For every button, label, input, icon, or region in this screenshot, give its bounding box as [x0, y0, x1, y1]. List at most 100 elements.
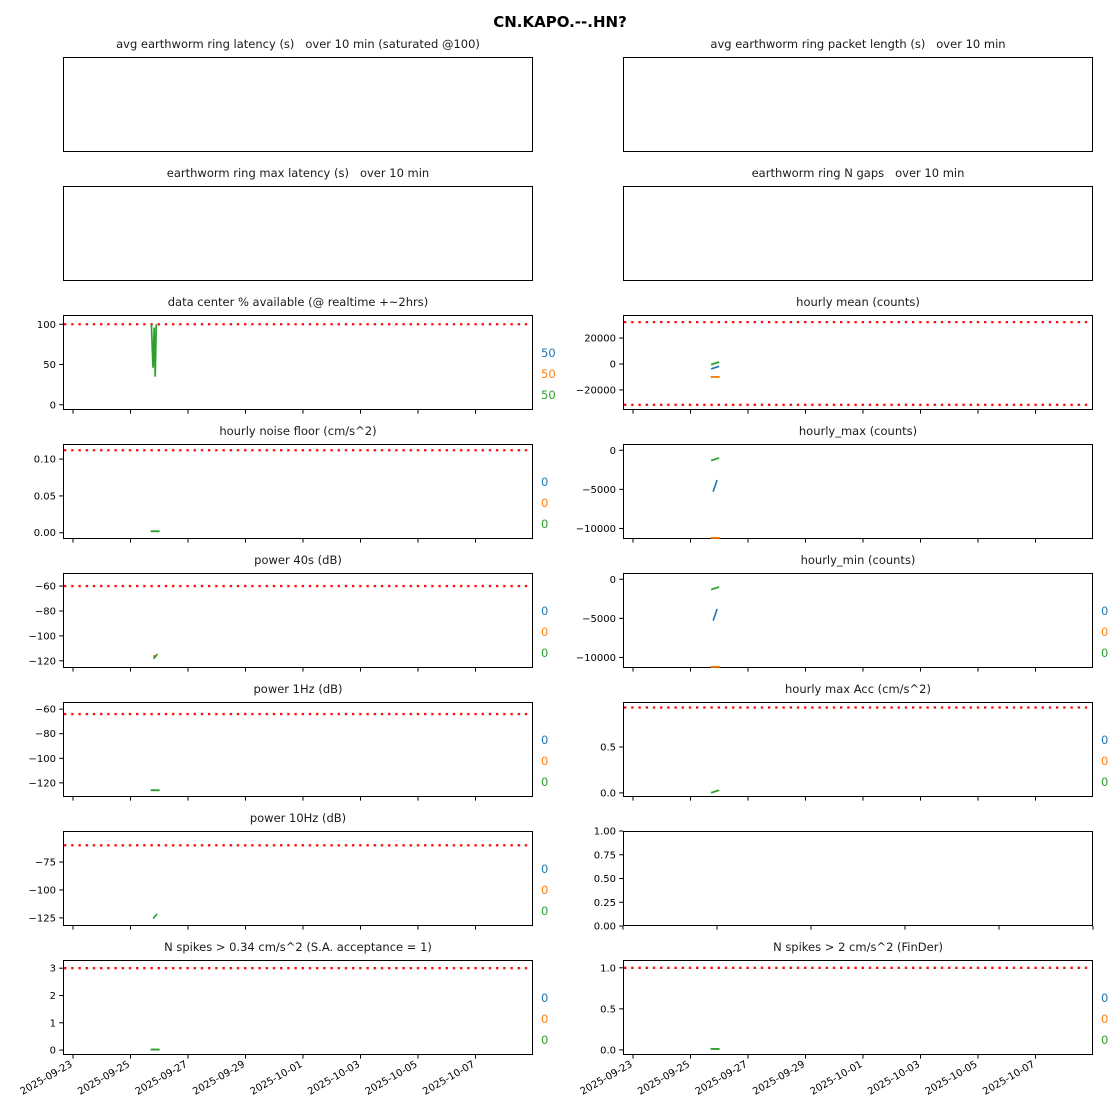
x-tick-label: 2025-10-07	[981, 1059, 1037, 1098]
legend-label-orange-power-40s: 0	[541, 625, 549, 639]
y-tick-label: 0.00	[34, 528, 56, 539]
axes-box	[623, 702, 1093, 797]
x-tick-label: 2025-09-23	[579, 1059, 635, 1098]
plot-n-spikes-sa: 3 2 1 0 2025-09-23 2025-09-25 2025-09-27 2025-0…	[19, 960, 533, 1098]
plot-avg-ring-latency	[63, 57, 533, 152]
subplot-title-hourly-mean: hourly mean (counts)	[796, 295, 920, 309]
data-mark-blue	[712, 608, 718, 621]
x-tick-label: 2025-10-01	[249, 1059, 305, 1098]
axes-box	[623, 831, 1093, 926]
x-tick-label: 2025-09-27	[694, 1059, 750, 1098]
legend-label-green-hourly-max-acc: 0	[1101, 775, 1109, 789]
subplot-title-avg-ring-latency: avg earthworm ring latency (s) over 10 m…	[116, 37, 480, 51]
legend-label-orange-n-spikes-finder: 0	[1101, 1012, 1109, 1026]
x-tick-label: 2025-10-03	[866, 1059, 922, 1098]
y-tick-label: −10000	[576, 653, 616, 664]
y-tick-label: 0.5	[600, 1004, 616, 1015]
subplot-title-n-spikes-sa: N spikes > 0.34 cm/s^2 (S.A. acceptance …	[164, 940, 432, 954]
axes-box	[63, 573, 533, 668]
subplot-title-hourly-max-acc: hourly max Acc (cm/s^2)	[785, 682, 931, 696]
plot-hourly-max: 0 −5000 −10000	[576, 444, 1093, 543]
plot-ring-max-latency	[63, 186, 533, 281]
subplot-title-hourly-max: hourly_max (counts)	[798, 424, 918, 438]
data-mark-green	[710, 789, 720, 794]
x-tick-label: 2025-10-03	[306, 1059, 362, 1098]
data-mark-blue	[712, 479, 718, 492]
y-tick-label: 0.50	[594, 874, 616, 885]
legend-label-blue-hourly-min: 0	[1101, 604, 1109, 618]
y-tick-label: 20000	[584, 334, 616, 345]
y-tick-label: 0	[50, 1046, 56, 1057]
data-mark-green	[710, 361, 720, 366]
x-tick-label: 2025-09-29	[191, 1059, 247, 1098]
axes-box	[63, 315, 533, 410]
data-mark-blue	[710, 365, 720, 370]
legend-label-green-power-40s: 0	[541, 646, 549, 660]
y-tick-label: −80	[35, 729, 56, 740]
legend-label-blue-n-spikes-sa: 0	[541, 991, 549, 1005]
legend-label-green-hourly-min: 0	[1101, 646, 1109, 660]
y-tick-label: 0.25	[594, 898, 616, 909]
plot-avg-ring-packet-length	[623, 57, 1093, 152]
legend-label-green-power-10hz: 0	[541, 904, 549, 918]
data-mark-green	[152, 913, 158, 919]
legend-label-orange-power-10hz: 0	[541, 883, 549, 897]
plot-power-1hz: −60 −80 −100 −120	[29, 702, 533, 801]
subplot-title-hourly-noise-floor: hourly noise floor (cm/s^2)	[219, 424, 377, 438]
y-tick-label: 50	[43, 360, 56, 371]
legend-label-blue-power-1hz: 0	[541, 733, 549, 747]
axes-box	[63, 960, 533, 1055]
plot-power-10hz: −75 −100 −125	[29, 831, 533, 930]
axes-box	[623, 444, 1093, 539]
y-tick-label: 2	[50, 991, 56, 1002]
y-tick-label: −75	[35, 858, 56, 869]
y-tick-label: 1.00	[594, 827, 616, 838]
y-tick-label: 0.05	[34, 491, 56, 502]
axes-box	[63, 57, 533, 152]
legend-label-blue-power-40s: 0	[541, 604, 549, 618]
legend-label-orange-data-center-availability: 50	[541, 367, 556, 381]
y-tick-label: 3	[50, 964, 56, 975]
y-tick-label: 1.0	[600, 963, 616, 974]
y-tick-label: −100	[29, 754, 56, 765]
legend-label-blue-n-spikes-finder: 0	[1101, 991, 1109, 1005]
y-tick-label: 0.10	[34, 455, 56, 466]
subplot-title-avg-ring-packet-length: avg earthworm ring packet length (s) ove…	[710, 37, 1006, 51]
y-tick-label: 0	[610, 446, 616, 457]
y-tick-label: −20000	[576, 385, 616, 396]
data-mark-green	[152, 653, 159, 660]
axes-box	[63, 444, 533, 539]
y-tick-label: −80	[35, 606, 56, 617]
y-tick-label: −5000	[582, 485, 616, 496]
y-tick-label: −60	[35, 705, 56, 716]
plot-empty-panel: 1.00 0.75 0.50 0.25 0.00	[594, 827, 1094, 933]
subplot-title-data-center-availability: data center % available (@ realtime +~2h…	[167, 295, 429, 309]
axes-box	[623, 315, 1093, 410]
plot-hourly-min: 0 −5000 −10000	[576, 573, 1093, 672]
y-tick-label: 0	[610, 359, 616, 370]
legend-label-orange-hourly-max-acc: 0	[1101, 754, 1109, 768]
legend-label-green-n-spikes-sa: 0	[541, 1033, 549, 1047]
subplot-title-ring-n-gaps: earthworm ring N gaps over 10 min	[751, 166, 965, 180]
legend-label-orange-hourly-noise-floor: 0	[541, 496, 549, 510]
y-tick-label: 0.0	[600, 788, 616, 799]
subplot-title-power-1hz: power 1Hz (dB)	[253, 682, 343, 696]
x-tick-label: 2025-09-23	[19, 1059, 75, 1098]
legend-label-blue-power-10hz: 0	[541, 862, 549, 876]
subplot-title-ring-max-latency: earthworm ring max latency (s) over 10 m…	[166, 166, 430, 180]
y-tick-label: −60	[35, 582, 56, 593]
x-tick-label: 2025-10-05	[924, 1059, 980, 1098]
data-mark-green	[710, 586, 720, 591]
subplot-title-power-40s: power 40s (dB)	[254, 553, 342, 567]
plot-data-center-availability: 100 50 0	[37, 315, 533, 414]
plot-hourly-noise-floor: 0.10 0.05 0.00	[34, 444, 533, 543]
y-tick-label: −125	[29, 913, 56, 924]
y-tick-label: −120	[29, 778, 56, 789]
y-tick-label: 0.0	[600, 1045, 616, 1056]
y-tick-label: 0.5	[600, 742, 616, 753]
axes-box	[623, 186, 1093, 281]
legend-label-green-data-center-availability: 50	[541, 388, 556, 402]
axes-box	[63, 831, 533, 926]
data-mark-green	[150, 324, 158, 377]
